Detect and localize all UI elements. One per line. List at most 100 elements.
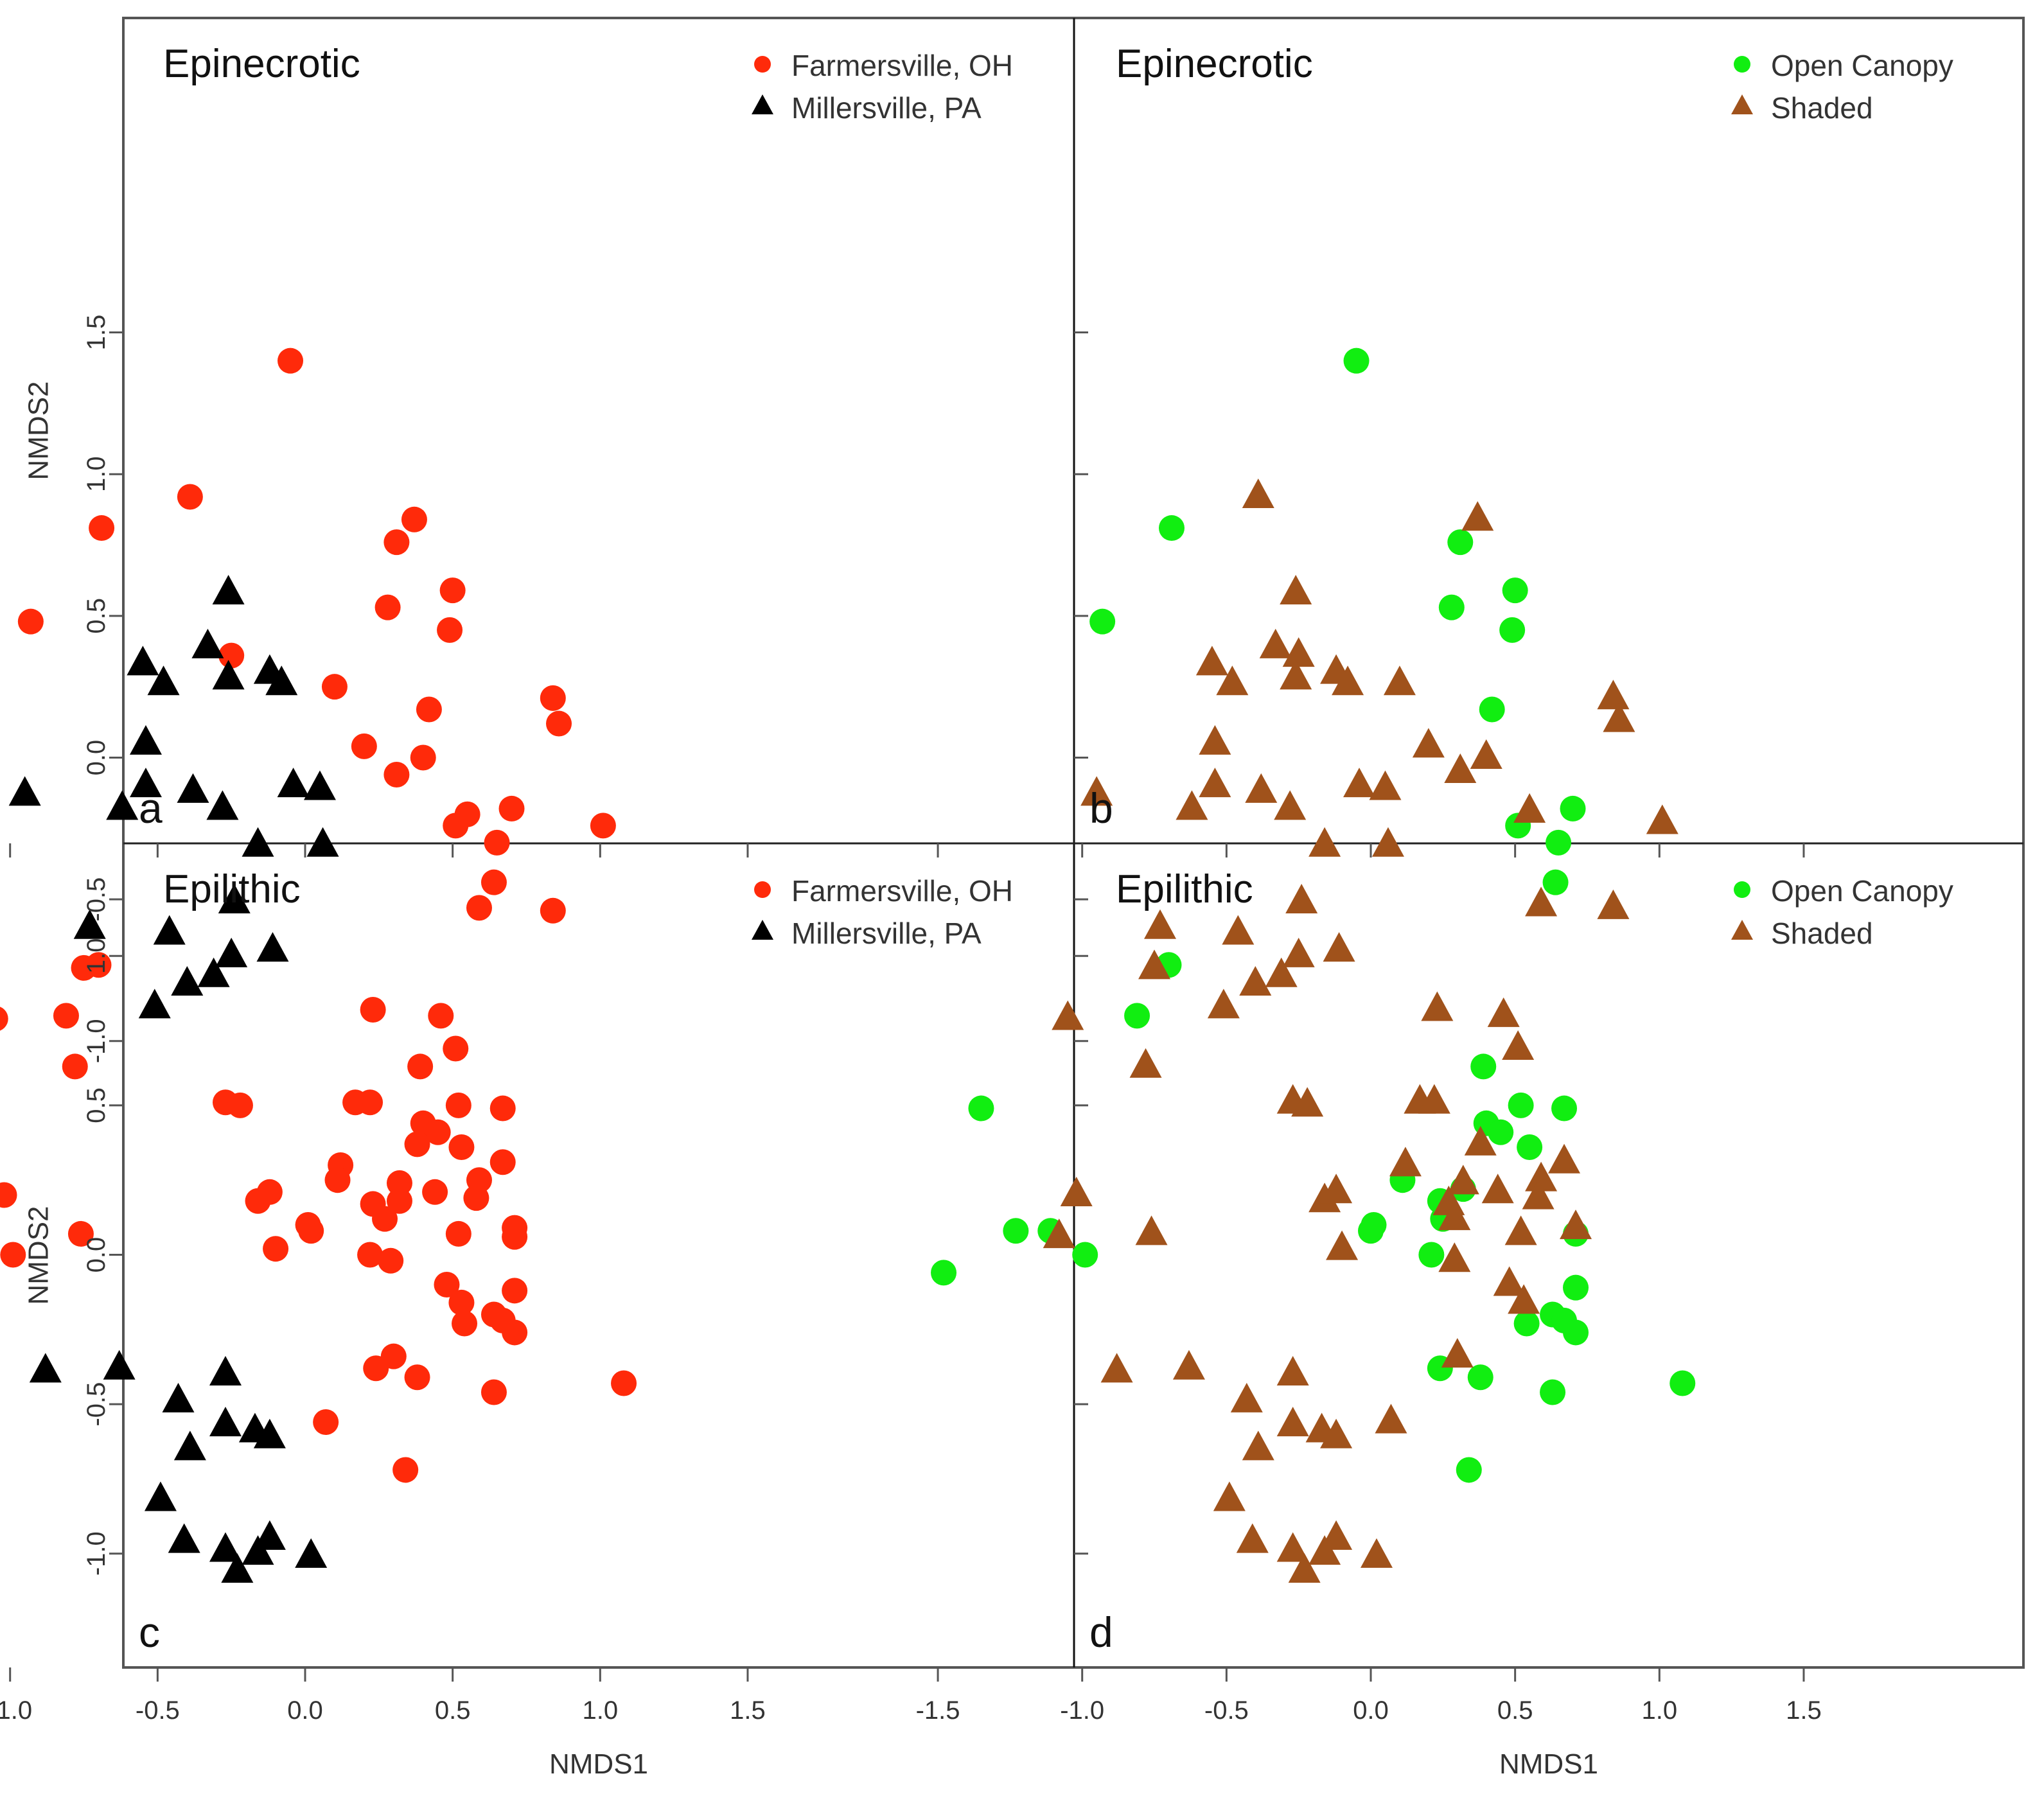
point-open-canopy: [1479, 696, 1505, 723]
point-farmersville-oh: [611, 1370, 637, 1396]
point-farmersville-oh: [324, 1167, 351, 1193]
point-open-canopy: [1003, 1218, 1029, 1244]
legend-label: Open Canopy: [1771, 874, 1953, 908]
legend-circle-icon: [754, 56, 771, 73]
point-shaded: [1274, 790, 1307, 820]
point-farmersville-oh: [540, 897, 566, 924]
x-tick-label: -0.5: [1204, 1696, 1249, 1725]
legend-circle-icon: [1734, 881, 1750, 898]
point-shaded: [1242, 1430, 1274, 1461]
point-millersville-pa: [242, 1535, 274, 1565]
point-shaded: [1320, 1174, 1353, 1204]
point-shaded: [1282, 937, 1315, 967]
point-shaded: [1308, 827, 1341, 857]
point-millersville-pa: [242, 827, 274, 857]
panel-label: a: [139, 784, 163, 832]
point-farmersville-oh: [227, 1092, 253, 1118]
point-farmersville-oh: [62, 1053, 88, 1080]
point-millersville-pa: [168, 1523, 200, 1553]
point-millersville-pa: [209, 1532, 242, 1562]
point-farmersville-oh: [448, 1134, 475, 1161]
point-shaded: [1326, 1230, 1359, 1260]
legend-entry: Open Canopy: [1734, 49, 1953, 82]
point-farmersville-oh: [256, 1179, 283, 1205]
point-farmersville-oh: [404, 1131, 430, 1157]
point-farmersville-oh: [378, 1247, 404, 1274]
point-farmersville-oh: [434, 1272, 460, 1298]
legend-label: Millersville, PA: [791, 917, 982, 950]
y-tick-label: 1.0: [82, 456, 110, 492]
point-farmersville-oh: [298, 1218, 324, 1244]
legend-triangle-icon: [752, 920, 773, 940]
point-farmersville-oh: [428, 1003, 454, 1029]
point-open-canopy: [1563, 1274, 1589, 1301]
x-tick-label: 1.0: [1641, 1696, 1677, 1725]
point-shaded: [1276, 1407, 1309, 1437]
point-shaded: [1195, 646, 1228, 676]
point-farmersville-oh: [480, 869, 507, 895]
point-farmersville-oh: [502, 1278, 528, 1304]
point-farmersville-oh: [89, 515, 115, 541]
point-millersville-pa: [209, 1356, 242, 1386]
panel-title: Epilithic: [163, 867, 301, 911]
point-shaded: [1242, 478, 1274, 508]
y-tick-label: -0.5: [82, 1382, 110, 1427]
point-open-canopy: [1124, 1003, 1150, 1029]
legend-entry: Farmersville, OH: [754, 874, 1013, 908]
point-shaded: [1172, 1350, 1205, 1380]
point-farmersville-oh: [443, 813, 469, 839]
panel-label: c: [139, 1608, 160, 1656]
point-shaded: [1493, 1266, 1526, 1296]
point-shaded: [1418, 1084, 1450, 1114]
point-shaded: [1597, 680, 1630, 710]
point-shaded: [1597, 889, 1630, 919]
point-millersville-pa: [129, 768, 162, 798]
point-shaded: [1603, 702, 1635, 732]
point-shaded: [1222, 915, 1255, 945]
legend-entry: Shaded: [1731, 91, 1873, 125]
point-open-canopy: [1343, 347, 1370, 374]
point-millersville-pa: [127, 646, 159, 676]
point-shaded: [1421, 991, 1454, 1021]
point-millersville-pa: [103, 1350, 136, 1380]
point-shaded: [1138, 949, 1171, 980]
legend-entry: Millersville, PA: [752, 917, 982, 950]
point-farmersville-oh: [392, 1457, 419, 1483]
point-farmersville-oh: [383, 761, 410, 787]
point-farmersville-oh: [590, 813, 616, 839]
point-millersville-pa: [8, 776, 41, 806]
point-open-canopy: [1456, 1457, 1482, 1483]
point-farmersville-oh: [452, 1310, 478, 1337]
point-open-canopy: [1467, 1364, 1493, 1391]
text-layer: -1.5-1.0-0.50.00.51.01.5NMDS1-1.5-1.0-0.…: [0, 42, 1953, 1780]
point-farmersville-oh: [357, 1242, 383, 1268]
x-tick-label: -0.5: [136, 1696, 180, 1725]
point-millersville-pa: [206, 790, 239, 820]
point-farmersville-oh: [416, 696, 442, 723]
point-shaded: [1213, 1481, 1246, 1511]
point-shaded: [1525, 1161, 1558, 1192]
point-open-canopy: [1517, 1134, 1543, 1161]
legend-entry: Shaded: [1731, 917, 1873, 950]
point-shaded: [1441, 1338, 1474, 1368]
point-farmersville-oh: [439, 577, 466, 604]
panel-d: [931, 949, 1696, 1583]
point-shaded: [1282, 637, 1315, 667]
legend-label: Millersville, PA: [791, 91, 982, 125]
point-millersville-pa: [303, 770, 336, 800]
point-shaded: [1332, 665, 1364, 696]
point-millersville-pa: [153, 915, 186, 945]
point-farmersville-oh: [489, 1095, 516, 1121]
point-shaded: [1438, 1242, 1471, 1272]
y-tick-label: -1.0: [82, 1531, 110, 1576]
legend-label: Open Canopy: [1771, 49, 1953, 82]
point-farmersville-oh: [67, 1220, 94, 1247]
point-millersville-pa: [144, 1481, 177, 1511]
point-farmersville-oh: [448, 1289, 475, 1315]
point-shaded: [1444, 753, 1477, 784]
point-millersville-pa: [215, 937, 248, 967]
point-farmersville-oh: [545, 710, 572, 737]
panel-b: [1080, 347, 1678, 1019]
point-shaded: [1646, 804, 1678, 834]
point-shaded: [1323, 932, 1355, 962]
